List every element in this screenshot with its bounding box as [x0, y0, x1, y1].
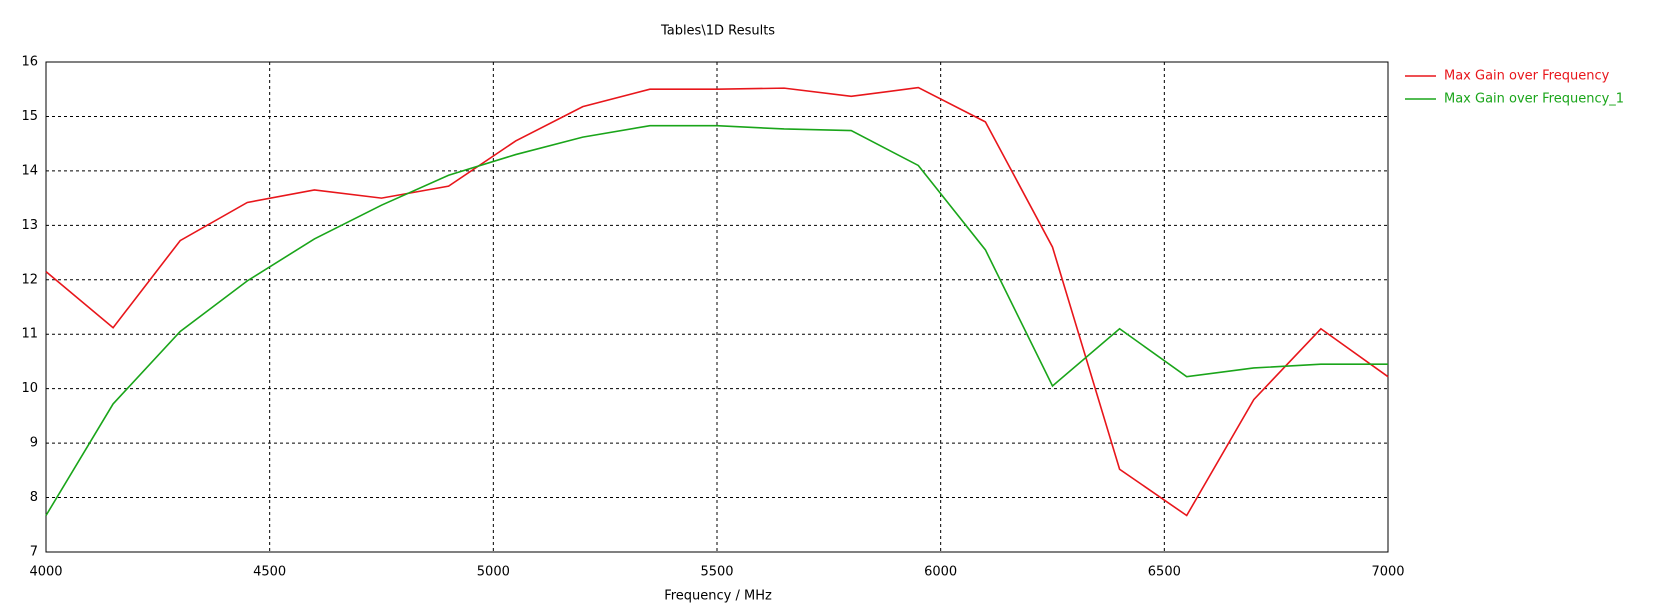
y-tick-label: 13	[21, 218, 38, 233]
y-tick-label: 9	[30, 436, 38, 451]
x-tick-label: 5500	[700, 565, 733, 580]
y-tick-label: 16	[21, 55, 38, 70]
x-tick-label: 6500	[1148, 565, 1181, 580]
chart-title: Tables\1D Results	[660, 24, 775, 39]
x-tick-label: 6000	[924, 565, 957, 580]
x-tick-label: 5000	[477, 565, 510, 580]
x-tick-label: 7000	[1371, 565, 1404, 580]
y-tick-label: 14	[21, 163, 38, 178]
x-tick-label: 4500	[253, 565, 286, 580]
x-axis-label: Frequency / MHz	[664, 589, 772, 604]
y-tick-label: 11	[21, 327, 38, 342]
legend-label: Max Gain over Frequency	[1444, 69, 1610, 84]
y-tick-label: 12	[21, 272, 38, 287]
y-tick-label: 7	[30, 545, 38, 560]
y-tick-label: 15	[21, 109, 38, 124]
y-tick-label: 10	[21, 381, 38, 396]
data-line	[45, 124, 1388, 516]
legend-label: Max Gain over Frequency_1	[1444, 92, 1624, 107]
x-tick-label: 4000	[29, 565, 62, 580]
y-tick-label: 8	[30, 490, 38, 505]
data-line	[45, 86, 1389, 517]
plot-frame	[45, 61, 1389, 553]
